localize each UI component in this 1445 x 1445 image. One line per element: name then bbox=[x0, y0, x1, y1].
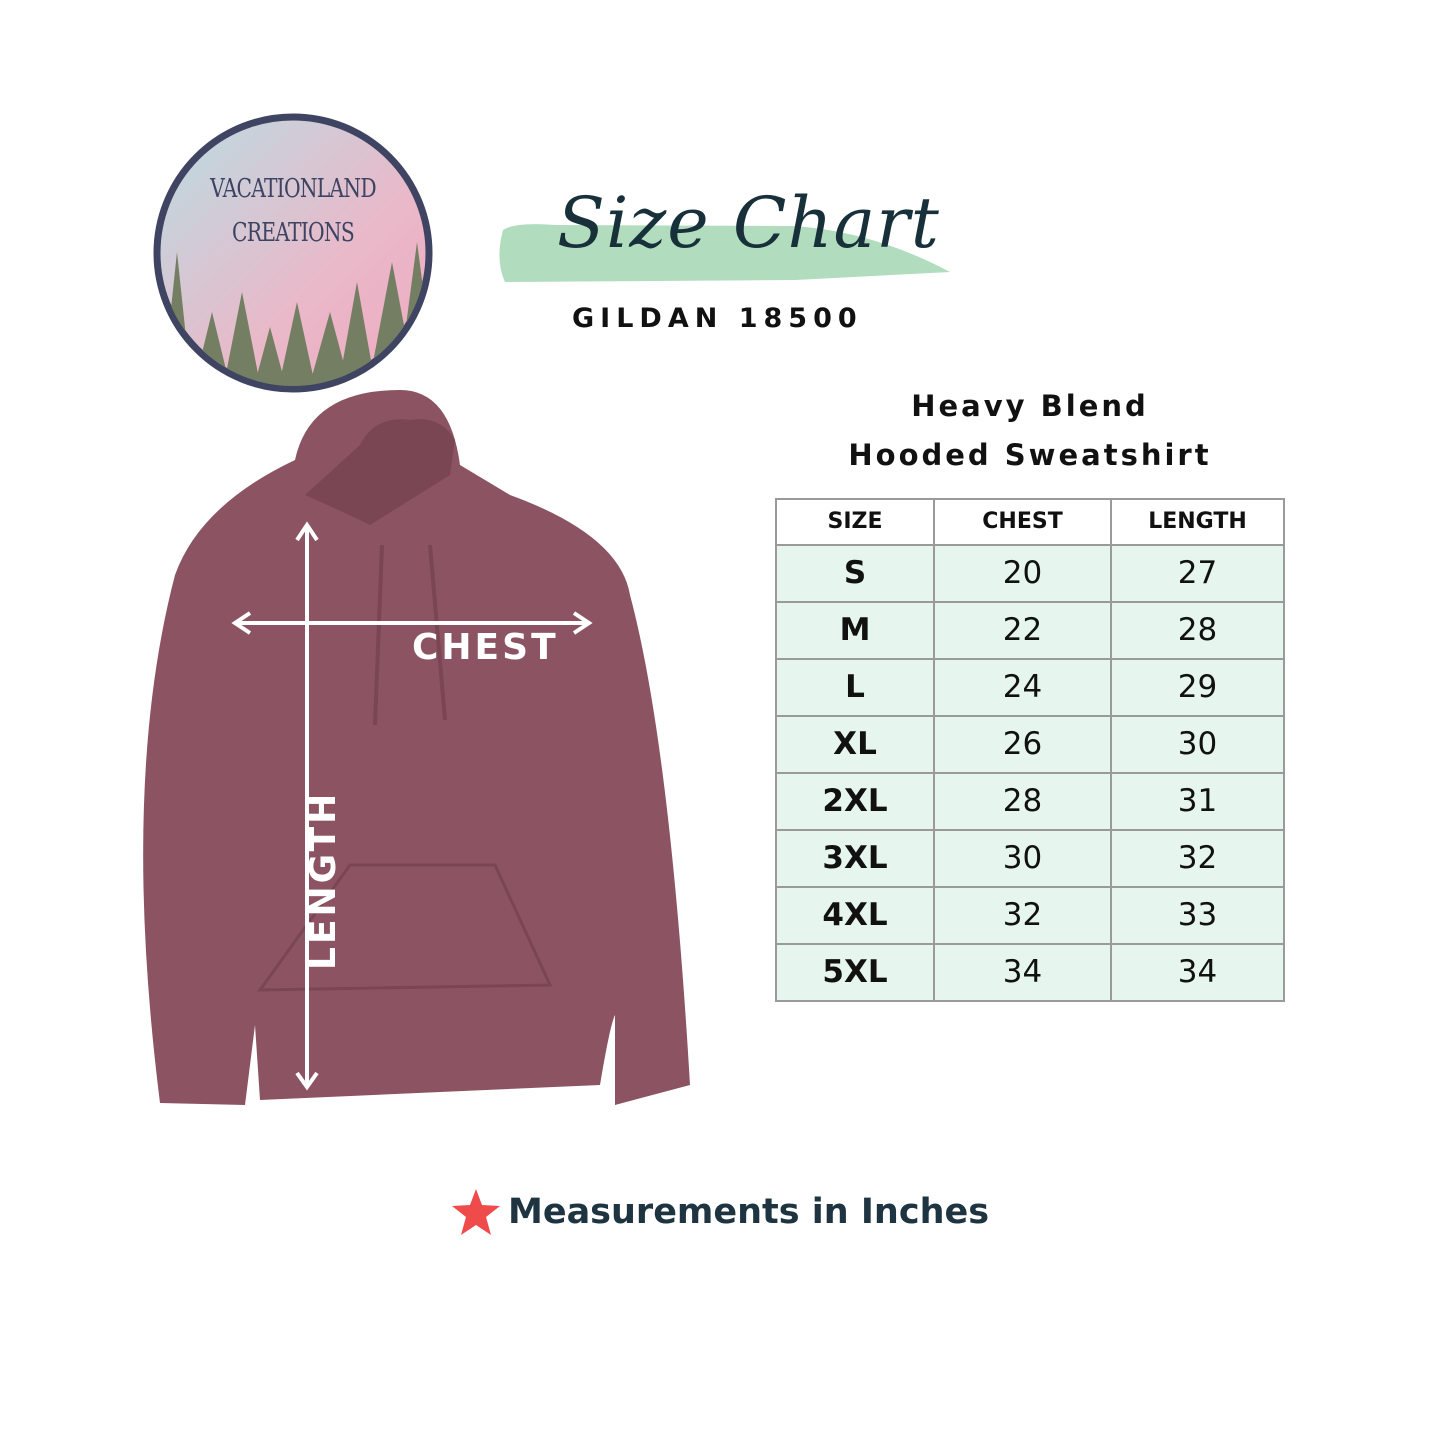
product-name: Heavy Blend Hooded Sweatshirt bbox=[780, 382, 1280, 480]
table-row: XL 26 30 bbox=[775, 715, 1285, 774]
cell-size: XL bbox=[775, 715, 935, 774]
cell-chest: 28 bbox=[933, 772, 1112, 831]
header-size: SIZE bbox=[775, 498, 935, 546]
chest-label: CHEST bbox=[412, 627, 559, 668]
page-title: Size Chart bbox=[557, 182, 940, 264]
cell-chest: 24 bbox=[933, 658, 1112, 717]
size-table: SIZE CHEST LENGTH S 20 27 M 22 28 L 24 29 XL 26 30 2… bbox=[775, 498, 1285, 1002]
measurement-note: Measurements in Inches bbox=[450, 1186, 989, 1238]
hoodie-illustration bbox=[143, 390, 690, 1105]
cell-length: 29 bbox=[1110, 658, 1285, 717]
header-chest: CHEST bbox=[933, 498, 1112, 546]
cell-chest: 22 bbox=[933, 601, 1112, 660]
product-line: Hooded Sweatshirt bbox=[848, 438, 1212, 472]
table-row: S 20 27 bbox=[775, 544, 1285, 603]
brand-logo: VACATIONLAND CREATIONS bbox=[152, 112, 434, 394]
logo-text: VACATIONLAND bbox=[210, 174, 376, 204]
length-label-wrap: LENGTH bbox=[300, 770, 348, 970]
cell-length: 28 bbox=[1110, 601, 1285, 660]
hoodie-image bbox=[120, 385, 710, 1115]
cell-length: 32 bbox=[1110, 829, 1285, 888]
cell-chest: 32 bbox=[933, 886, 1112, 945]
cell-length: 34 bbox=[1110, 943, 1285, 1002]
note-text: Measurements in Inches bbox=[508, 1192, 990, 1232]
table-row: M 22 28 bbox=[775, 601, 1285, 660]
cell-size: M bbox=[775, 601, 935, 660]
cell-size: 3XL bbox=[775, 829, 935, 888]
header-length: LENGTH bbox=[1110, 498, 1285, 546]
cell-chest: 20 bbox=[933, 544, 1112, 603]
cell-chest: 30 bbox=[933, 829, 1112, 888]
cell-length: 31 bbox=[1110, 772, 1285, 831]
cell-size: 4XL bbox=[775, 886, 935, 945]
cell-length: 30 bbox=[1110, 715, 1285, 774]
table-row: 4XL 32 33 bbox=[775, 886, 1285, 945]
cell-length: 33 bbox=[1110, 886, 1285, 945]
cell-size: S bbox=[775, 544, 935, 603]
title-block: Size Chart bbox=[495, 170, 955, 290]
cell-chest: 34 bbox=[933, 943, 1112, 1002]
cell-chest: 26 bbox=[933, 715, 1112, 774]
model-subtitle: GILDAN 18500 bbox=[572, 303, 863, 334]
brush-stroke-icon bbox=[499, 224, 950, 282]
cell-length: 27 bbox=[1110, 544, 1285, 603]
cell-size: 2XL bbox=[775, 772, 935, 831]
table-row: 2XL 28 31 bbox=[775, 772, 1285, 831]
table-header-row: SIZE CHEST LENGTH bbox=[775, 498, 1285, 546]
cell-size: 5XL bbox=[775, 943, 935, 1002]
product-line: Heavy Blend bbox=[911, 389, 1149, 423]
table-row: 5XL 34 34 bbox=[775, 943, 1285, 1002]
length-label: LENGTH bbox=[303, 790, 344, 970]
measure-arrows bbox=[231, 521, 593, 1091]
cell-size: L bbox=[775, 658, 935, 717]
table-row: 3XL 30 32 bbox=[775, 829, 1285, 888]
logo-text: CREATIONS bbox=[232, 218, 355, 248]
star-icon bbox=[452, 1189, 500, 1235]
table-row: L 24 29 bbox=[775, 658, 1285, 717]
logo-badge bbox=[153, 113, 433, 393]
